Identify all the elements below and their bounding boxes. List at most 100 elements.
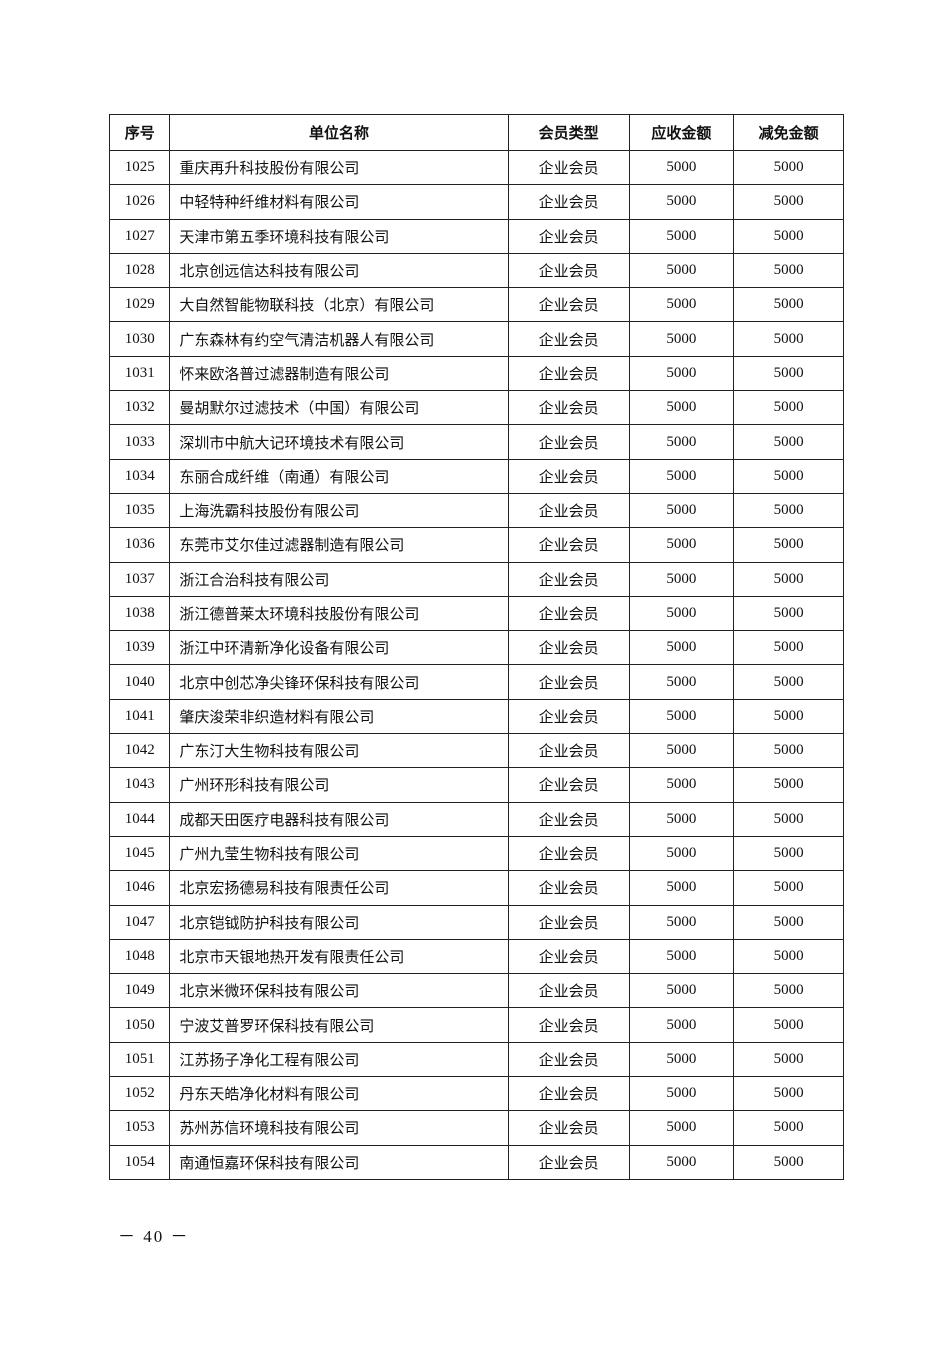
member-type: 企业会员 xyxy=(507,218,630,254)
table-row: 1040 北京中创芯净尖锋环保科技有限公司 企业会员 5000 5000 xyxy=(108,664,844,700)
row-index: 1042 xyxy=(108,733,171,769)
page-number: － 40 － xyxy=(118,1227,190,1246)
company-name: 浙江中环清新净化设备有限公司 xyxy=(169,630,509,666)
row-index: 1027 xyxy=(108,218,171,254)
amount-waived: 5000 xyxy=(733,1041,844,1078)
company-name: 北京创远信达科技有限公司 xyxy=(169,252,509,289)
company-name: 北京中创芯净尖锋环保科技有限公司 xyxy=(169,664,509,700)
header-amount-waived: 减免金额 xyxy=(733,114,844,151)
amount-waived: 5000 xyxy=(733,355,844,392)
table-row: 1045 广州九莹生物科技有限公司 企业会员 5000 5000 xyxy=(108,835,844,872)
company-name: 丹东天皓净化材料有限公司 xyxy=(169,1076,509,1112)
company-name: 苏州苏信环境科技有限公司 xyxy=(169,1110,509,1146)
amount-due: 5000 xyxy=(628,767,735,803)
company-name: 北京铠钺防护科技有限公司 xyxy=(169,904,509,940)
table-row: 1036 东莞市艾尔佳过滤器制造有限公司 企业会员 5000 5000 xyxy=(108,527,844,563)
member-type: 企业会员 xyxy=(507,458,630,494)
table-row: 1027 天津市第五季环境科技有限公司 企业会员 5000 5000 xyxy=(108,218,844,254)
table-row: 1032 曼胡默尔过滤技术（中国）有限公司 企业会员 5000 5000 xyxy=(108,390,844,426)
company-name: 东莞市艾尔佳过滤器制造有限公司 xyxy=(169,527,509,563)
amount-due: 5000 xyxy=(628,733,735,769)
company-name: 肇庆浚荣非织造材料有限公司 xyxy=(169,698,509,735)
row-index: 1033 xyxy=(108,424,171,460)
amount-waived: 5000 xyxy=(733,973,844,1009)
member-type: 企业会员 xyxy=(507,595,630,632)
row-index: 1051 xyxy=(108,1041,171,1078)
member-type: 企业会员 xyxy=(507,1144,630,1180)
amount-due: 5000 xyxy=(628,252,735,289)
company-name: 北京宏扬德易科技有限责任公司 xyxy=(169,870,509,906)
amount-due: 5000 xyxy=(628,492,735,529)
amount-due: 5000 xyxy=(628,1076,735,1112)
amount-waived: 5000 xyxy=(733,870,844,906)
amount-due: 5000 xyxy=(628,355,735,392)
row-index: 1030 xyxy=(108,321,171,357)
table-row: 1052 丹东天皓净化材料有限公司 企业会员 5000 5000 xyxy=(108,1076,844,1112)
row-index: 1044 xyxy=(108,801,171,837)
table-row: 1035 上海洗霸科技股份有限公司 企业会员 5000 5000 xyxy=(108,492,844,529)
member-type: 企业会员 xyxy=(507,287,630,323)
amount-due: 5000 xyxy=(628,1007,735,1043)
company-name: 广东森林有约空气清洁机器人有限公司 xyxy=(169,321,509,357)
row-index: 1046 xyxy=(108,870,171,906)
row-index: 1049 xyxy=(108,973,171,1009)
row-index: 1050 xyxy=(108,1007,171,1043)
member-type: 企业会员 xyxy=(507,664,630,700)
member-type: 企业会员 xyxy=(507,424,630,460)
amount-waived: 5000 xyxy=(733,561,844,597)
amount-due: 5000 xyxy=(628,458,735,494)
amount-due: 5000 xyxy=(628,149,735,186)
table-row: 1053 苏州苏信环境科技有限公司 企业会员 5000 5000 xyxy=(108,1110,844,1146)
company-name: 天津市第五季环境科技有限公司 xyxy=(169,218,509,254)
member-type: 企业会员 xyxy=(507,355,630,392)
header-index: 序号 xyxy=(108,114,171,151)
row-index: 1052 xyxy=(108,1076,171,1112)
amount-waived: 5000 xyxy=(733,835,844,872)
table-row: 1037 浙江合治科技有限公司 企业会员 5000 5000 xyxy=(108,561,844,597)
company-name: 大自然智能物联科技（北京）有限公司 xyxy=(169,287,509,323)
amount-waived: 5000 xyxy=(733,149,844,186)
amount-due: 5000 xyxy=(628,527,735,563)
company-name: 南通恒嘉环保科技有限公司 xyxy=(169,1144,509,1180)
row-index: 1032 xyxy=(108,390,171,426)
amount-due: 5000 xyxy=(628,870,735,906)
table-body: 1025 重庆再升科技股份有限公司 企业会员 5000 5000 1026 中轻特种纤维材料… xyxy=(108,149,844,1180)
company-name: 东丽合成纤维（南通）有限公司 xyxy=(169,458,509,494)
amount-due: 5000 xyxy=(628,184,735,220)
row-index: 1053 xyxy=(108,1110,171,1146)
member-type: 企业会员 xyxy=(507,1076,630,1112)
amount-waived: 5000 xyxy=(733,527,844,563)
amount-waived: 5000 xyxy=(733,458,844,494)
row-index: 1036 xyxy=(108,527,171,563)
company-name: 江苏扬子净化工程有限公司 xyxy=(169,1041,509,1078)
row-index: 1028 xyxy=(108,252,171,289)
table-row: 1044 成都天田医疗电器科技有限公司 企业会员 5000 5000 xyxy=(108,801,844,837)
row-index: 1035 xyxy=(108,492,171,529)
company-name: 上海洗霸科技股份有限公司 xyxy=(169,492,509,529)
company-name: 广东汀大生物科技有限公司 xyxy=(169,733,509,769)
amount-waived: 5000 xyxy=(733,252,844,289)
table-row: 1041 肇庆浚荣非织造材料有限公司 企业会员 5000 5000 xyxy=(108,698,844,735)
table-row: 1030 广东森林有约空气清洁机器人有限公司 企业会员 5000 5000 xyxy=(108,321,844,357)
table-row: 1051 江苏扬子净化工程有限公司 企业会员 5000 5000 xyxy=(108,1041,844,1078)
member-type: 企业会员 xyxy=(507,149,630,186)
table-row: 1031 怀来欧洛普过滤器制造有限公司 企业会员 5000 5000 xyxy=(108,355,844,392)
amount-waived: 5000 xyxy=(733,424,844,460)
member-type: 企业会员 xyxy=(507,630,630,666)
header-company-name: 单位名称 xyxy=(169,114,509,151)
table-row: 1028 北京创远信达科技有限公司 企业会员 5000 5000 xyxy=(108,252,844,289)
table-row: 1029 大自然智能物联科技（北京）有限公司 企业会员 5000 5000 xyxy=(108,287,844,323)
amount-waived: 5000 xyxy=(733,1110,844,1146)
member-type: 企业会员 xyxy=(507,1041,630,1078)
table-row: 1048 北京市天银地热开发有限责任公司 企业会员 5000 5000 xyxy=(108,938,844,975)
table-row: 1038 浙江德普莱太环境科技股份有限公司 企业会员 5000 5000 xyxy=(108,595,844,632)
amount-due: 5000 xyxy=(628,561,735,597)
table-row: 1049 北京米微环保科技有限公司 企业会员 5000 5000 xyxy=(108,973,844,1009)
member-type: 企业会员 xyxy=(507,492,630,529)
amount-waived: 5000 xyxy=(733,390,844,426)
amount-due: 5000 xyxy=(628,698,735,735)
amount-due: 5000 xyxy=(628,904,735,940)
table-header-row: 序号 单位名称 会员类型 应收金额 减免金额 xyxy=(108,114,844,151)
header-amount-due: 应收金额 xyxy=(628,114,735,151)
company-name: 北京市天银地热开发有限责任公司 xyxy=(169,938,509,975)
